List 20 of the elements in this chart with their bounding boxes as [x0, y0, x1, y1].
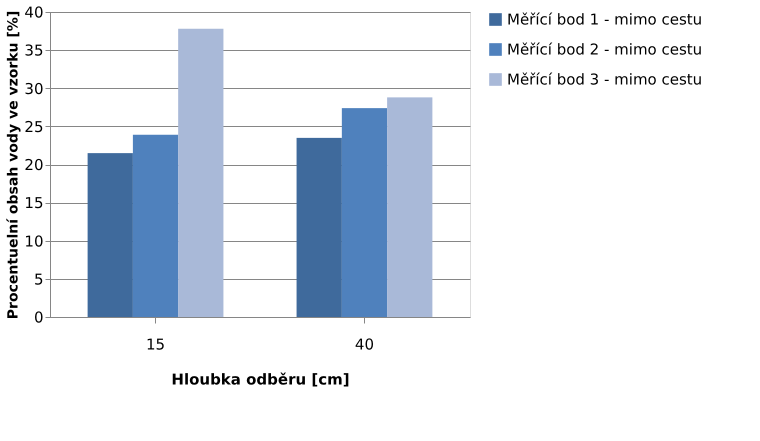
y-tick-label: 10 [24, 232, 44, 250]
bar [178, 28, 224, 317]
y-tick-label: 25 [24, 118, 44, 136]
legend-label: Měřící bod 2 - mimo cestu [507, 40, 702, 58]
bar [342, 108, 388, 317]
legend-label: Měřící bod 1 - mimo cestu [507, 10, 702, 28]
y-tick-label: 15 [24, 194, 44, 212]
y-tick-label: 35 [24, 42, 44, 60]
x-axis-title: Hloubka odběru [cm] [171, 370, 350, 388]
bar [296, 138, 342, 317]
bar [132, 134, 178, 317]
bar [88, 153, 133, 317]
y-tick-label: 20 [24, 156, 44, 174]
y-tick-label: 30 [24, 80, 44, 98]
y-tick-label: 0 [34, 308, 44, 326]
y-axis-title: Procentuelní obsah vody ve vzorku [%] [5, 10, 22, 320]
y-tick-label: 5 [34, 270, 44, 288]
bar [387, 97, 432, 317]
y-tick-label: 40 [24, 4, 44, 22]
legend-label: Měřící bod 3 - mimo cestu [507, 70, 702, 88]
